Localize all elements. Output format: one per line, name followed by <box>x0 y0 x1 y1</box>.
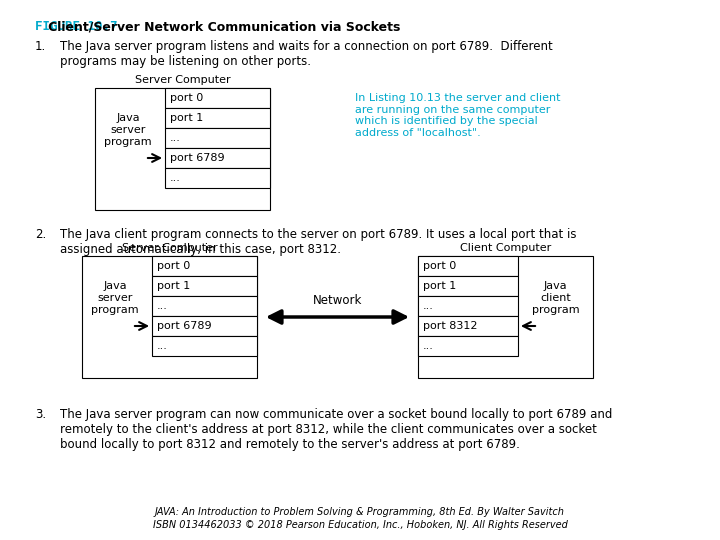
Text: port 1: port 1 <box>157 281 190 291</box>
Bar <box>165 128 270 148</box>
Text: Server Computer: Server Computer <box>135 75 230 85</box>
Bar <box>152 316 257 336</box>
Text: ...: ... <box>170 133 181 143</box>
Bar <box>82 256 257 378</box>
Text: port 0: port 0 <box>170 93 203 103</box>
Text: ...: ... <box>423 301 434 311</box>
Text: port 0: port 0 <box>423 261 456 271</box>
Bar <box>95 88 270 210</box>
Text: ...: ... <box>157 341 168 351</box>
Text: The Java client program connects to the server on port 6789. It uses a local por: The Java client program connects to the … <box>60 228 577 256</box>
Bar <box>165 88 270 108</box>
Text: FIGURE 10.7: FIGURE 10.7 <box>35 20 117 33</box>
Bar <box>418 256 593 378</box>
Bar <box>165 148 270 168</box>
Text: port 1: port 1 <box>423 281 456 291</box>
Bar <box>152 276 257 296</box>
Bar <box>418 316 518 336</box>
Text: Client Computer: Client Computer <box>460 243 551 253</box>
Bar <box>418 336 518 356</box>
Text: 1.: 1. <box>35 40 46 53</box>
Text: JAVA: An Introduction to Problem Solving & Programming, 8th Ed. By Walter Savitc: JAVA: An Introduction to Problem Solving… <box>155 507 565 517</box>
Text: 2.: 2. <box>35 228 46 241</box>
Bar <box>418 276 518 296</box>
Text: ...: ... <box>157 301 168 311</box>
Bar <box>165 108 270 128</box>
Text: 3.: 3. <box>35 408 46 421</box>
Text: ISBN 0134462033 © 2018 Pearson Education, Inc., Hoboken, NJ. All Rights Reserved: ISBN 0134462033 © 2018 Pearson Education… <box>153 520 567 530</box>
Bar <box>165 168 270 188</box>
Text: Server Computer: Server Computer <box>122 243 217 253</box>
Text: port 6789: port 6789 <box>157 321 212 331</box>
Text: ...: ... <box>170 173 181 183</box>
Text: port 6789: port 6789 <box>170 153 225 163</box>
Bar <box>152 256 257 276</box>
Text: Java
server
program: Java server program <box>104 113 152 146</box>
Text: In Listing 10.13 the server and client
are running on the same computer
which is: In Listing 10.13 the server and client a… <box>355 93 560 138</box>
Bar <box>152 336 257 356</box>
Bar <box>152 296 257 316</box>
Text: port 1: port 1 <box>170 113 203 123</box>
Text: Java
client
program: Java client program <box>531 281 580 315</box>
Bar <box>418 256 518 276</box>
Text: Network: Network <box>312 294 362 307</box>
Text: The Java server program can now communicate over a socket bound locally to port : The Java server program can now communic… <box>60 408 613 451</box>
Text: port 0: port 0 <box>157 261 190 271</box>
Text: The Java server program listens and waits for a connection on port 6789.  Differ: The Java server program listens and wait… <box>60 40 553 68</box>
Text: port 8312: port 8312 <box>423 321 477 331</box>
Text: ...: ... <box>423 341 434 351</box>
Text: Java
server
program: Java server program <box>91 281 139 315</box>
Bar <box>418 296 518 316</box>
Text: Client/Server Network Communication via Sockets: Client/Server Network Communication via … <box>35 20 400 33</box>
